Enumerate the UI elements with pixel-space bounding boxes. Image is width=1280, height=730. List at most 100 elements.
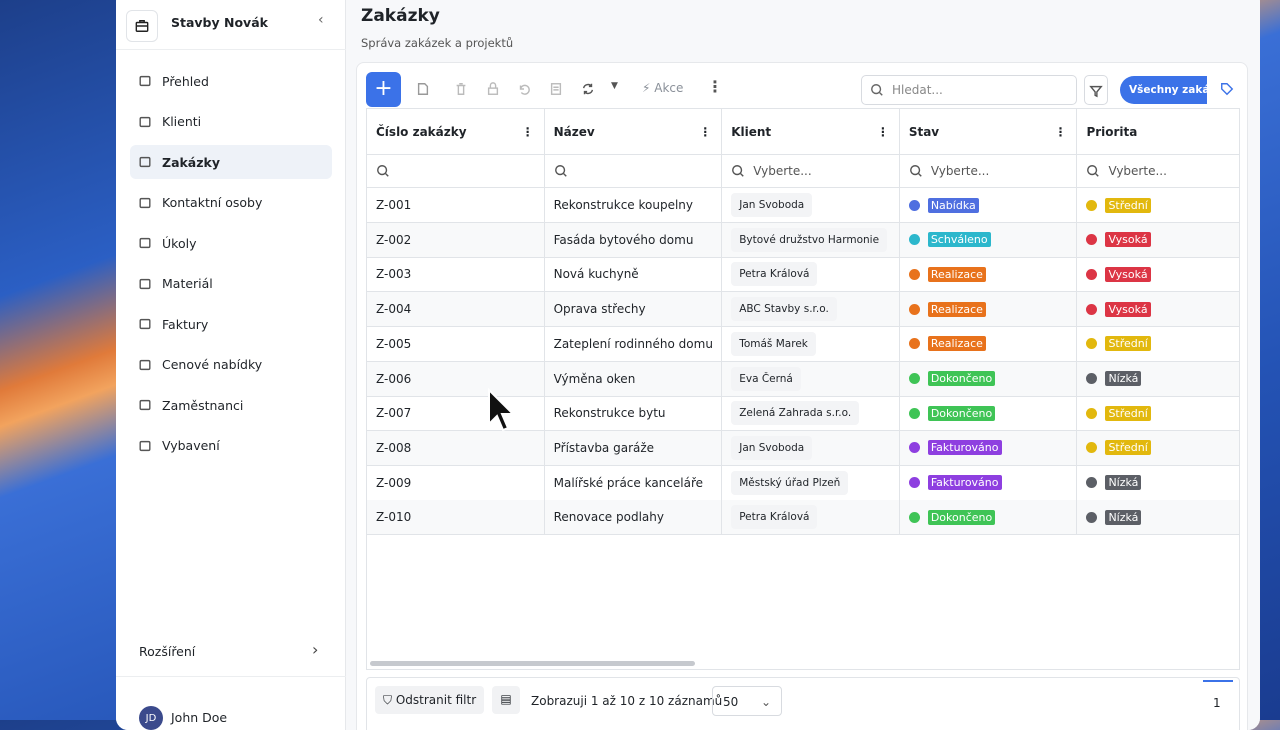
more-button[interactable]: ⋮ <box>707 77 723 96</box>
order-name: Fasáda bytového domu <box>544 222 723 258</box>
filter-button[interactable] <box>1084 75 1108 105</box>
nav-icon <box>139 156 151 168</box>
header-row: Číslo zakázky ⋮ Název ⋮ Klient ⋮ Stav ⋮ Priorita… <box>367 109 1239 155</box>
filter-cell[interactable]: Vyberte... <box>899 155 1078 188</box>
nav-icon <box>139 197 151 208</box>
priority-cell: Střední <box>1077 396 1239 432</box>
priority-dot <box>1086 407 1098 419</box>
column-header[interactable]: Klient ⋮ <box>722 109 900 155</box>
status-badge: Schváleno <box>927 232 991 248</box>
client-chip: Petra Králová <box>731 262 818 287</box>
status-dot <box>908 442 920 454</box>
table-row[interactable]: Z-010 Renovace podlahy Petra Králová Dokonč… <box>367 500 1239 536</box>
table-row[interactable]: Z-005 Zateplení rodinného domu Tomáš Marek… <box>367 326 1239 362</box>
clear-filter-label: Odstranit filtr <box>395 693 477 707</box>
order-name: Rekonstrukce koupelny <box>544 188 723 223</box>
table-row[interactable]: Z-001 Rekonstrukce koupelny Jan Svoboda Nab… <box>367 188 1239 223</box>
table-row[interactable]: Z-002 Fasáda bytového domu Bytové družstvo… <box>367 222 1239 258</box>
tag-icon[interactable] <box>1220 82 1234 96</box>
delete-icon[interactable] <box>454 82 468 96</box>
order-name: Rekonstrukce bytu <box>544 396 723 432</box>
priority-dot <box>1086 338 1098 350</box>
table-row[interactable]: Z-003 Nová kuchyně Petra Králová Realizace V… <box>367 257 1239 293</box>
column-header[interactable]: Název ⋮ <box>544 109 723 155</box>
refresh-icon[interactable] <box>581 82 595 96</box>
status-dot <box>908 303 920 315</box>
filter-placeholder: Vyberte... <box>753 164 812 178</box>
client-cell: Tomáš Marek <box>722 326 900 362</box>
priority-badge: Vysoká <box>1105 301 1151 317</box>
nav-icon <box>139 359 151 370</box>
doc-icon[interactable] <box>549 82 563 96</box>
priority-cell: Vysoká <box>1077 223 1239 258</box>
nav-item[interactable]: Faktury <box>130 307 332 341</box>
priority-dot <box>1086 511 1098 523</box>
actions-button[interactable]: ⚡ Akce <box>642 81 684 95</box>
client-chip: ABC Stavby s.r.o. <box>731 297 837 322</box>
nav-item[interactable]: Cenové nabídky <box>130 348 332 382</box>
table-row[interactable]: Z-004 Oprava střechy ABC Stavby s.r.o. Real… <box>367 292 1239 328</box>
undo-icon[interactable] <box>517 82 531 96</box>
nav-item[interactable]: Zaměstnanci <box>130 388 332 422</box>
status-badge: Fakturováno <box>927 475 1002 491</box>
client-cell: Jan Svoboda <box>722 188 900 223</box>
table-row[interactable]: Z-008 Přístavba garáže Jan Svoboda Fakturov… <box>367 430 1239 466</box>
view-button[interactable]: Všechny zakázky <box>1120 76 1207 104</box>
status-cell: Schváleno <box>899 222 1078 258</box>
client-cell: ABC Stavby s.r.o. <box>722 292 900 328</box>
mouse-cursor <box>488 388 516 432</box>
table-row[interactable]: Z-009 Malířské práce kanceláře Městský úřa… <box>367 465 1239 501</box>
add-button[interactable]: + <box>366 72 401 107</box>
order-name: Výměna oken <box>544 361 723 397</box>
scrollbar[interactable] <box>370 661 695 666</box>
filter-cell[interactable] <box>544 155 723 188</box>
page-number[interactable]: 1 <box>1213 696 1221 710</box>
client-cell: Městský úřad Plzeň <box>722 465 900 501</box>
priority-cell: Vysoká <box>1077 257 1239 293</box>
filter-cell[interactable]: Vyberte... <box>1077 155 1239 188</box>
column-header[interactable]: Priorita⋮ <box>1077 109 1239 155</box>
collapse-button[interactable]: ‹ <box>318 12 324 28</box>
priority-badge: Vysoká <box>1105 232 1151 248</box>
page-subtitle: Správa zakázek a projektů <box>361 36 514 50</box>
nav-icon <box>139 318 151 330</box>
order-name: Renovace podlahy <box>544 500 723 536</box>
status-cell: Fakturováno <box>899 465 1078 501</box>
nav-item[interactable]: Vybavení <box>130 429 332 463</box>
priority-dot <box>1086 268 1098 280</box>
dropdown-arrow[interactable]: ▼ <box>611 81 618 91</box>
lock-icon[interactable] <box>486 82 500 96</box>
filter-cell[interactable] <box>367 155 545 188</box>
user-name[interactable]: John Doe <box>171 710 228 725</box>
nav-icon <box>139 75 151 87</box>
nav-label: Cenové nabídky <box>162 357 263 372</box>
clear-filter-button[interactable]: ⛉ Odstranit filtr <box>375 686 485 714</box>
nav-item[interactable]: Zakázky <box>130 145 332 179</box>
nav-item[interactable]: Úkoly <box>130 226 332 260</box>
priority-cell: Vysoká <box>1077 292 1239 328</box>
order-name: Oprava střechy <box>544 292 723 328</box>
edit-icon[interactable] <box>416 82 430 96</box>
status-badge: Dokončeno <box>927 509 996 525</box>
filter-placeholder: Vyberte... <box>1108 164 1167 178</box>
export-button[interactable]: ▤ <box>492 686 520 714</box>
status-cell: Realizace <box>899 292 1078 328</box>
extensions[interactable]: Rozšíření <box>139 644 196 659</box>
client-chip: Bytové družstvo Harmonie <box>731 227 888 252</box>
column-header[interactable]: Stav ⋮ <box>899 109 1078 155</box>
table-row[interactable]: Z-006 Výměna oken Eva Černá Dokončeno Nízká <box>367 361 1239 397</box>
page-size-select[interactable]: 50 ⌄ <box>712 686 782 716</box>
order-id: Z-001 <box>367 188 545 223</box>
nav-item[interactable]: Přehled <box>130 64 332 98</box>
nav-item[interactable]: Kontaktní osoby <box>130 186 332 220</box>
column-header[interactable]: Číslo zakázky ⋮ <box>367 109 545 155</box>
filter-cell[interactable]: Vyberte... <box>722 155 900 188</box>
nav-item[interactable]: Klienti <box>130 105 332 139</box>
table-row[interactable]: Z-007 Rekonstrukce bytu Zelená Zahrada s.r… <box>367 396 1239 432</box>
search-input[interactable]: Hledat... <box>861 75 1077 105</box>
client-chip: Zelená Zahrada s.r.o. <box>731 401 860 426</box>
column-menu: ⋮ <box>876 124 889 139</box>
nav-item[interactable]: Materiál <box>130 267 332 301</box>
status-dot <box>908 199 920 211</box>
